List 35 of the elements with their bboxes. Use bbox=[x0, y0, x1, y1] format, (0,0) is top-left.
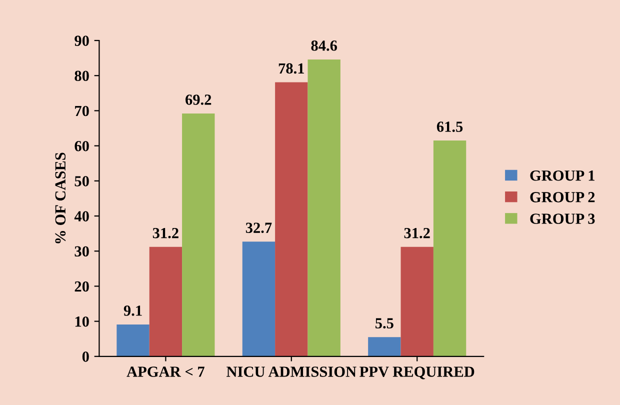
x-tick-label: APGAR < 7 bbox=[126, 366, 204, 377]
legend-label: GROUP 2 bbox=[530, 192, 595, 202]
data-label: 32.7 bbox=[246, 222, 272, 234]
data-label: 84.6 bbox=[311, 40, 338, 51]
y-tick-label: 30 bbox=[74, 246, 89, 257]
bar bbox=[182, 114, 215, 356]
y-tick-label: 0 bbox=[82, 352, 89, 362]
data-label: 61.5 bbox=[436, 122, 463, 132]
y-tick-label: 90 bbox=[74, 36, 89, 46]
bar bbox=[433, 140, 466, 356]
legend-label: GROUP 3 bbox=[530, 214, 595, 224]
bar bbox=[116, 324, 150, 356]
y-tick-label: 70 bbox=[75, 106, 89, 116]
data-label: 78.1 bbox=[278, 63, 304, 74]
data-label: 5.5 bbox=[375, 318, 394, 329]
y-tick-label: 40 bbox=[74, 211, 89, 222]
data-label: 9.1 bbox=[124, 306, 142, 316]
bar bbox=[242, 242, 276, 356]
data-label: 31.2 bbox=[404, 228, 430, 238]
bar bbox=[149, 246, 182, 356]
x-tick-label: PPV REQUIRED bbox=[360, 366, 474, 380]
legend-label: GROUP 1 bbox=[530, 170, 594, 181]
x-tick-label: NICU ADMISSION bbox=[226, 366, 356, 377]
y-tick-label: 50 bbox=[74, 176, 89, 186]
bar bbox=[400, 246, 434, 356]
y-tick-label: 20 bbox=[74, 281, 89, 292]
data-label: 69.2 bbox=[186, 94, 212, 105]
bar bbox=[368, 337, 401, 356]
y-tick-label: 80 bbox=[74, 70, 89, 82]
y-tick-label: 10 bbox=[75, 316, 89, 327]
y-tick-label: 60 bbox=[74, 140, 89, 152]
bar bbox=[275, 82, 308, 356]
bar bbox=[308, 59, 340, 356]
data-label: 31.2 bbox=[152, 228, 178, 238]
y-axis-title: % OF CASES bbox=[55, 152, 66, 244]
